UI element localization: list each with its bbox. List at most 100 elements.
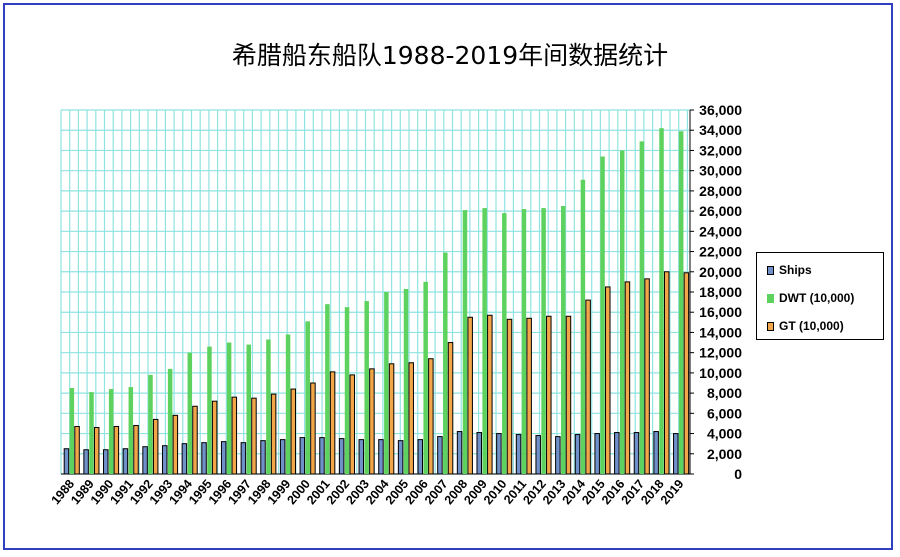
bar-ships [653,431,659,475]
bar-gt [605,286,611,475]
bar-gt [624,281,631,475]
bar-dwt [148,374,153,474]
bar-dwt [69,388,75,474]
bar-ships [338,438,345,475]
bar-dwt [167,368,173,474]
y-tick-label: 4,000 [707,426,742,442]
legend-item-dwt: DWT (10,000) [767,290,854,306]
legend: Ships DWT (10,000) GT (10,000) [756,252,884,340]
bar-ships [594,433,600,475]
legend-item-ships: Ships [767,262,812,278]
bar-ships [279,439,286,475]
bar-dwt [561,206,566,475]
x-tick-label: 2019 [658,477,687,507]
bar-dwt [285,334,291,474]
bar-gt [506,318,513,475]
legend-swatch-gt [767,321,774,331]
bar-gt [487,314,493,475]
y-tick-label: 20,000 [699,264,742,280]
bar-gt [231,396,238,475]
bar-gt [565,315,572,475]
bar-gt [644,278,650,475]
bar-ships [456,431,463,475]
bar-dwt [502,213,507,474]
bar-dwt [226,342,232,474]
bar-ships [417,439,424,475]
bar-gt [113,425,120,475]
legend-label-dwt: DWT (10,000) [779,291,855,305]
bar-gt [329,371,336,475]
y-tick-label: 34,000 [699,122,742,138]
y-tick-label: 0 [734,466,742,482]
y-tick-label: 14,000 [699,324,742,340]
bar-gt [546,315,552,475]
bar-ships [437,436,443,475]
bar-ships [83,449,89,475]
bar-dwt [443,252,448,474]
bar-ships [378,439,384,475]
y-tick-label: 26,000 [699,203,742,219]
bar-gt [585,299,591,475]
bar-gt [133,424,139,475]
bar-dwt [462,210,468,474]
bar-dwt [246,344,252,474]
bar-gt [251,397,257,475]
bar-dwt [639,141,645,474]
bar-dwt [344,307,350,474]
bar-ships [319,437,325,475]
bar-dwt [207,346,212,474]
bar-ships [103,449,109,475]
bar-gt [369,368,375,475]
bar-gt [663,271,670,475]
bar-gt [290,388,297,475]
bar-dwt [403,288,409,474]
bar-dwt [482,208,487,475]
bar-ships [63,448,70,475]
y-tick-label: 6,000 [707,405,742,421]
legend-item-gt: GT (10,000) [767,318,844,334]
bar-ships [555,436,561,475]
bar-ships [535,435,541,475]
bar-dwt [521,209,527,475]
bar-gt [408,362,414,475]
bar-ships [496,433,502,475]
y-tick-label: 10,000 [699,365,742,381]
bar-ships [515,434,522,475]
bar-ships [201,442,207,475]
legend-swatch-dwt [767,293,774,303]
legend-label-ships: Ships [779,263,812,277]
bar-gt [683,272,690,475]
bar-gt [172,414,179,475]
bar-dwt [423,281,428,474]
bar-ships [633,432,640,475]
bar-dwt [325,304,330,474]
bar-ships [142,446,148,475]
bar-dwt [364,301,369,474]
bar-gt [93,426,100,475]
y-tick-label: 32,000 [699,142,742,158]
bar-dwt [128,387,134,474]
bar-dwt [619,150,625,474]
bar-ships [673,433,679,475]
bar-gt [74,425,80,475]
bar-gt [152,418,159,475]
y-tick-label: 22,000 [699,244,742,260]
bar-gt [467,316,473,475]
legend-label-gt: GT (10,000) [779,319,844,333]
bar-gt [447,342,454,475]
bar-ships [476,432,482,475]
bar-dwt [678,131,684,474]
bar-dwt [89,392,94,474]
bar-dwt [305,321,310,474]
bar-dwt [659,128,664,474]
bar-ships [161,445,168,475]
bar-gt [270,393,277,475]
bar-ships [260,440,266,475]
bar-dwt [541,208,546,475]
bar-gt [428,358,434,475]
y-tick-label: 16,000 [699,304,742,320]
bar-gt [310,382,316,475]
bar-gt [349,374,355,475]
bar-ships [614,432,620,475]
